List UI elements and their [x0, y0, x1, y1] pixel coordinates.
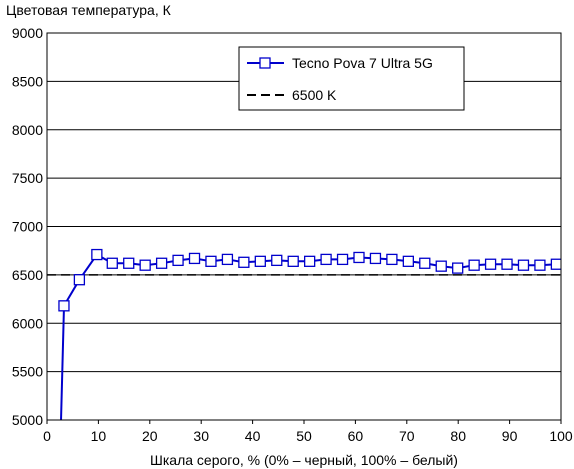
series-layer: [47, 248, 561, 420]
data-point: [271, 254, 283, 267]
legend-box: [238, 46, 465, 111]
data-point: [73, 274, 86, 286]
legend-label-reference: 6500 K: [292, 87, 337, 103]
x-tick-label: 70: [399, 428, 415, 444]
data-point: [106, 257, 118, 269]
data-point: [91, 248, 103, 261]
tick-labels: 5000 5500 6000 6500 7000 7500 8000 8500 9000 0 10 2…: [12, 25, 573, 444]
data-point: [123, 257, 135, 269]
x-tick-label: 90: [502, 428, 518, 444]
data-point: [336, 253, 349, 266]
data-point: [238, 256, 250, 268]
y-tick-label: 6500: [12, 267, 43, 283]
data-point: [287, 255, 299, 267]
data-point: [172, 254, 184, 267]
data-point: [402, 255, 414, 267]
y-tick-label: 5000: [12, 412, 43, 428]
data-point: [419, 257, 431, 269]
y-tick-label: 9000: [12, 25, 43, 41]
data-point: [221, 253, 234, 266]
x-tick-label: 40: [245, 428, 261, 444]
data-point: [550, 258, 561, 270]
x-tick-label: 0: [43, 428, 51, 444]
x-tick-label: 50: [296, 428, 312, 444]
data-point: [254, 255, 266, 267]
legend-marker-device: [259, 57, 271, 69]
data-point: [205, 255, 217, 267]
legend: Tecno Pova 7 Ultra 5G 6500 K: [238, 46, 465, 111]
data-point: [304, 255, 316, 267]
data-point: [468, 259, 480, 271]
data-point: [353, 251, 365, 264]
data-point: [369, 252, 382, 265]
x-tick-label: 30: [193, 428, 209, 444]
data-point: [188, 252, 201, 265]
data-point: [517, 259, 530, 271]
y-tick-label: 8000: [12, 122, 43, 138]
y-tick-label: 7500: [12, 170, 43, 186]
y-tick-label: 5500: [12, 364, 43, 380]
data-point: [386, 253, 398, 266]
data-point: [320, 253, 332, 266]
data-point: [435, 260, 447, 272]
data-point: [139, 259, 151, 271]
y-tick-label: 8500: [12, 73, 43, 89]
y-axis-title: Цветовая температура, К: [6, 2, 172, 18]
x-tick-label: 80: [450, 428, 466, 444]
x-tick-label: 10: [91, 428, 107, 444]
data-point: [58, 300, 70, 312]
x-tick-label: 60: [348, 428, 364, 444]
legend-label-device: Tecno Pova 7 Ultra 5G: [292, 55, 433, 71]
y-tick-label: 7000: [12, 219, 43, 235]
y-tick-label: 6000: [12, 315, 43, 331]
x-tick-label: 20: [142, 428, 158, 444]
data-point: [484, 258, 497, 270]
x-axis-title: Шкала серого, % (0% – черный, 100% – бел…: [150, 452, 458, 468]
data-point: [452, 262, 464, 274]
data-point: [155, 257, 168, 269]
x-tick-label: 100: [549, 428, 573, 444]
data-point: [534, 259, 546, 271]
data-point: [501, 258, 513, 270]
